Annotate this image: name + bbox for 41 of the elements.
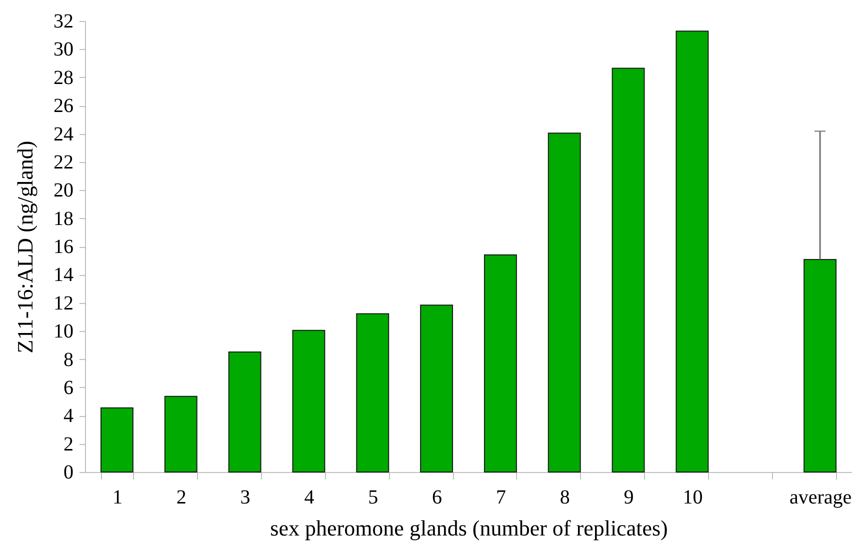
bar bbox=[612, 68, 645, 472]
bar bbox=[100, 407, 134, 472]
x-tick-label: 9 bbox=[624, 486, 634, 508]
y-tick-label: 4 bbox=[64, 405, 74, 428]
bar bbox=[228, 352, 262, 472]
x-tick-label: average bbox=[789, 486, 852, 508]
x-tick-label: 8 bbox=[560, 486, 570, 508]
y-tick-label: 24 bbox=[54, 123, 74, 146]
x-tick-label: 7 bbox=[496, 486, 506, 508]
y-tick-label: 16 bbox=[54, 236, 74, 258]
x-tick-label: 5 bbox=[368, 486, 378, 508]
bar bbox=[676, 30, 709, 472]
y-tick-label: 18 bbox=[54, 208, 74, 230]
y-tick-label: 10 bbox=[54, 320, 74, 343]
bar bbox=[164, 396, 198, 472]
y-tick-label: 2 bbox=[64, 433, 74, 456]
y-tick-label: 22 bbox=[54, 151, 74, 174]
y-tick-label: 20 bbox=[54, 180, 74, 202]
y-axis-title: Z11-16:ALD (ng/gland) bbox=[12, 140, 38, 354]
y-tick-label: 32 bbox=[54, 10, 74, 32]
bar bbox=[420, 304, 454, 472]
y-tick-label: 26 bbox=[54, 95, 74, 118]
bar bbox=[804, 258, 837, 472]
bar bbox=[548, 132, 581, 472]
y-tick-label: 28 bbox=[54, 66, 74, 89]
bar bbox=[292, 330, 326, 472]
x-tick-label: 6 bbox=[432, 486, 442, 508]
x-axis-title: sex pheromone glands (number of replicates) bbox=[270, 516, 668, 540]
y-tick-label: 14 bbox=[54, 264, 74, 286]
bar bbox=[484, 254, 517, 472]
x-tick-label: 3 bbox=[240, 486, 250, 508]
y-tick-label: 6 bbox=[64, 376, 74, 399]
y-tick-label: 8 bbox=[64, 348, 74, 371]
x-tick-label: 1 bbox=[112, 486, 122, 508]
x-tick-label: 10 bbox=[682, 486, 703, 508]
y-tick-label: 30 bbox=[54, 38, 74, 61]
y-tick-label: 0 bbox=[64, 462, 74, 484]
x-tick-label: 2 bbox=[176, 486, 186, 508]
y-tick-label: 12 bbox=[54, 292, 74, 314]
x-tick-label: 4 bbox=[304, 486, 314, 508]
bar bbox=[356, 313, 390, 472]
